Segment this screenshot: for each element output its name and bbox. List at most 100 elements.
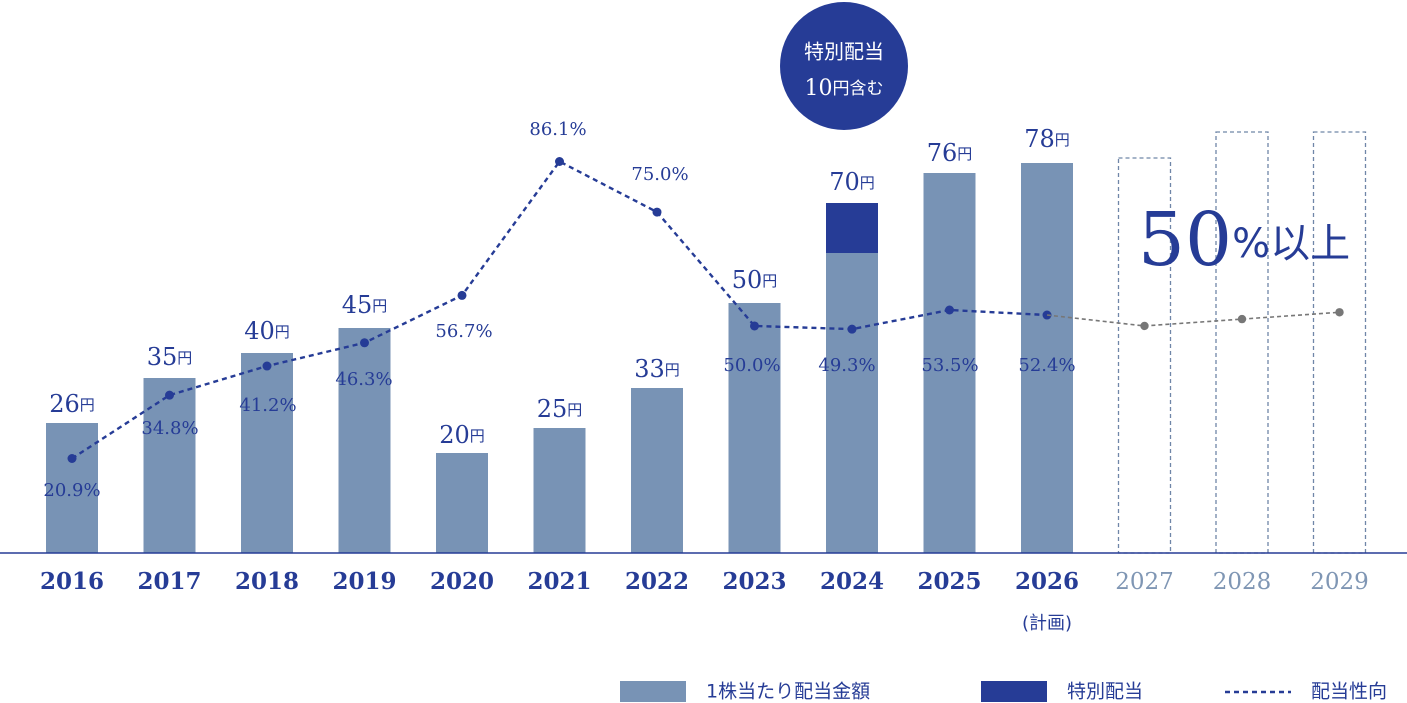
target-number: 50 [1138, 197, 1232, 283]
callout-line1: 特別配当 [804, 40, 884, 64]
payout-label-2017: 34.8% [141, 418, 198, 439]
bar-total-unit: 円 [177, 349, 192, 367]
bar-regular-2026 [1021, 163, 1073, 553]
bar-total-unit: 円 [470, 427, 485, 445]
payout-point-2016 [67, 454, 77, 463]
bar-regular-2025 [923, 173, 976, 553]
bar-total-unit: 円 [372, 297, 387, 315]
x-tick-2023: 2023 [722, 568, 786, 595]
bar-total-label-2026: 78円 [1024, 125, 1070, 153]
target-suffix: %以上 [1232, 221, 1350, 267]
payout-label-2019: 46.3% [335, 369, 392, 390]
x-tick-2018: 2018 [235, 568, 299, 595]
legend-item-2: 配当性向 [1225, 681, 1387, 703]
bar-total-label-2019: 45円 [342, 291, 388, 319]
legend-label-0: 1株当たり配当金額 [706, 681, 870, 703]
payout-label-2026: 52.4% [1018, 355, 1075, 376]
legend-item-1: 特別配当 [981, 681, 1143, 703]
callout-amount: 10 [805, 76, 833, 101]
payout-ratio-layer [67, 157, 1344, 463]
bar-special-2024 [826, 203, 878, 253]
bar-total-unit: 円 [665, 361, 680, 379]
bar-total-number: 50 [732, 266, 763, 294]
payout-target-label: 50%以上 [1138, 197, 1350, 283]
x-tick-2025: 2025 [917, 568, 981, 595]
x-tick-2017: 2017 [137, 568, 201, 595]
legend-label-1: 特別配当 [1067, 681, 1143, 703]
payout-label-2016: 20.9% [43, 480, 100, 501]
bar-regular-2021 [533, 428, 586, 553]
payout-label-2023: 50.0% [723, 355, 780, 376]
x-tick-2024: 2024 [820, 568, 884, 595]
bar-total-label-2018: 40円 [244, 317, 290, 345]
labels-layer: 20.9% 34.8% 41.2% 46.3% 56.7% 86.1% 75.0% 50.0%… [40, 119, 1369, 634]
future-box-2029 [1312, 131, 1367, 554]
payout-point-2019 [360, 338, 369, 348]
payout-point-2024 [847, 324, 857, 334]
x-tick-2029: 2029 [1310, 569, 1369, 595]
bar-total-label-2020: 20円 [439, 421, 485, 449]
future-box-2028 [1215, 131, 1269, 554]
bar-total-unit: 円 [860, 174, 875, 192]
x-tick-2028: 2028 [1213, 569, 1272, 595]
bar-regular-2017 [143, 378, 196, 553]
x-tick-2022: 2022 [625, 568, 689, 595]
bar-total-unit: 円 [957, 145, 972, 163]
bar-total-number: 20 [439, 421, 470, 449]
bar-regular-2023 [728, 303, 781, 553]
bar-regular-2018 [241, 353, 293, 553]
legend-swatch-1 [981, 681, 1047, 702]
payout-label-2020: 56.7% [435, 321, 492, 342]
payout-label-2018: 41.2% [239, 395, 296, 416]
bar-total-unit: 円 [80, 396, 95, 414]
bar-total-label-2022: 33円 [634, 355, 680, 383]
payout-ratio-line [71, 159, 1048, 460]
x-tick-2020: 2020 [430, 568, 494, 595]
target-text: 50%以上 [1138, 197, 1350, 283]
bar-total-number: 35 [147, 343, 178, 371]
bar-regular-2022 [631, 388, 683, 553]
bar-total-label-2021: 25円 [537, 395, 583, 423]
future-point-2028 [1237, 314, 1247, 324]
payout-point-2023 [750, 321, 759, 331]
bar-total-label-2016: 26円 [49, 390, 95, 418]
future-placeholder-layer [1117, 131, 1367, 554]
payout-point-2018 [262, 361, 272, 371]
payout-point-2021 [555, 157, 564, 166]
bar-total-label-2024: 70円 [829, 168, 875, 196]
payout-point-2022 [652, 207, 662, 217]
future-point-2029 [1335, 308, 1344, 317]
bar-total-number: 70 [829, 168, 860, 196]
bar-total-label-2023: 50円 [732, 266, 778, 294]
x-tick-2026: 2026 [1015, 568, 1079, 595]
callout-suffix: 円含む [833, 79, 884, 99]
bar-total-number: 25 [537, 395, 568, 423]
bar-regular-2024 [826, 253, 878, 553]
legend-item-0: 1株当たり配当金額 [620, 681, 870, 703]
x-subtick-2026: (計画) [1022, 613, 1072, 634]
payout-label-2021: 86.1% [529, 119, 586, 140]
bar-total-label-2025: 76円 [927, 139, 973, 167]
bar-total-number: 40 [244, 317, 275, 345]
legend: 1株当たり配当金額 特別配当 配当性向 [620, 681, 1387, 703]
bar-total-number: 78 [1024, 125, 1055, 153]
bar-total-number: 76 [927, 139, 958, 167]
payout-point-2020 [457, 290, 467, 300]
bar-total-unit: 円 [1055, 131, 1070, 149]
bar-total-unit: 円 [762, 272, 777, 290]
bar-regular-2019 [338, 328, 391, 553]
payout-label-2025: 53.5% [921, 355, 978, 376]
payout-point-2025 [945, 305, 954, 315]
payout-label-2022: 75.0% [631, 164, 688, 185]
payout-point-2017 [165, 390, 174, 400]
payout-label-2024: 49.3% [818, 355, 875, 376]
bar-total-unit: 円 [275, 323, 290, 341]
bar-total-number: 33 [634, 355, 665, 383]
bar-total-number: 26 [49, 390, 80, 418]
future-trend-line [1046, 311, 1340, 327]
legend-swatch-0 [620, 681, 686, 702]
bar-total-number: 45 [342, 291, 373, 319]
future-point-2027 [1140, 321, 1149, 331]
x-tick-2021: 2021 [527, 568, 591, 595]
